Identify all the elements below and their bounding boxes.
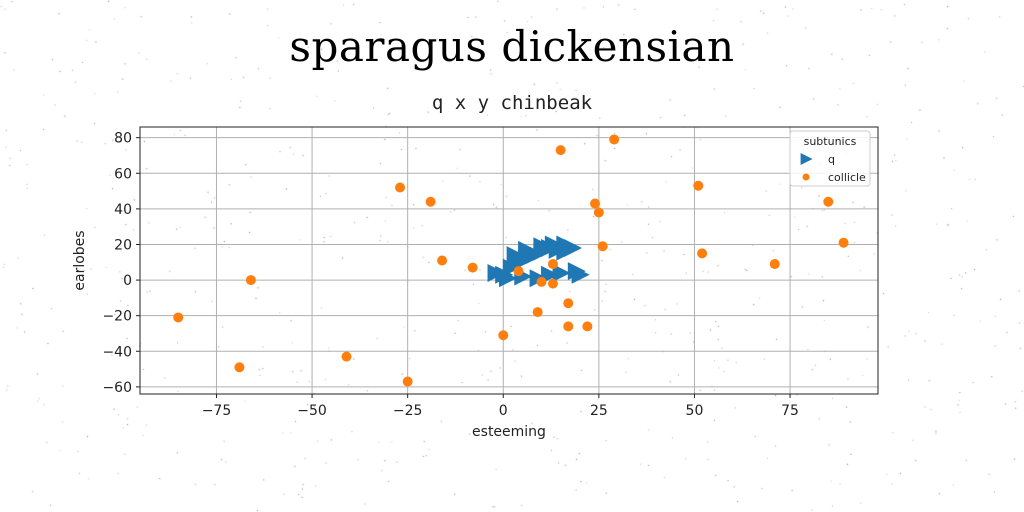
- q-point: [567, 262, 586, 281]
- y-tick-label: −20: [102, 309, 132, 325]
- collicle-point: [395, 182, 406, 193]
- collicle-point: [234, 362, 245, 373]
- axes-frame: [139, 126, 879, 395]
- y-tick-label: −60: [102, 380, 132, 396]
- y-tick-label: 0: [123, 273, 132, 289]
- x-tick-label: 25: [590, 403, 608, 419]
- collicle-point: [582, 321, 593, 332]
- collicle-point: [563, 298, 574, 309]
- collicle-point: [823, 196, 834, 207]
- x-tick-label: −50: [297, 403, 327, 419]
- legend-collicle-label: collicle: [828, 171, 866, 184]
- collicle-point: [513, 266, 524, 277]
- y-tick-label: 40: [114, 202, 132, 218]
- collicle-point: [536, 276, 547, 287]
- data-points: [173, 134, 849, 387]
- collicle-point: [838, 237, 849, 248]
- q-point: [506, 246, 525, 265]
- collicle-point: [547, 278, 558, 289]
- legend-q-label: q: [828, 153, 835, 166]
- legend-box: [789, 130, 871, 187]
- legend-collicle-marker: [802, 173, 810, 181]
- q-point: [533, 237, 552, 256]
- collicle-point: [402, 376, 413, 387]
- x-tick-label: 75: [781, 403, 799, 419]
- collicle-point: [693, 180, 704, 191]
- collicle-point: [341, 351, 352, 362]
- collicle-point: [532, 307, 543, 318]
- collicle-point: [563, 321, 574, 332]
- legend: subtunics q collicle: [789, 130, 871, 187]
- collicle-point: [597, 241, 608, 252]
- x-tick-label: 50: [686, 403, 704, 419]
- q-point: [544, 235, 563, 254]
- collicle-point: [498, 330, 509, 341]
- collicle-point: [697, 248, 708, 259]
- q-point: [552, 263, 571, 282]
- figure-suptitle: sparagus dickensian: [289, 22, 735, 71]
- collicle-point: [425, 196, 436, 207]
- collicle-point: [593, 207, 604, 218]
- x-axis-label: esteeming: [472, 424, 546, 440]
- q-point: [498, 269, 517, 288]
- y-tick-label: 20: [114, 237, 132, 253]
- q-point: [518, 240, 537, 259]
- axis-ticks: −75 −50 −25 0 25 50 75 −60 −40 −20 0 20 40 60 80: [102, 131, 799, 419]
- y-tick-label: 60: [114, 166, 132, 182]
- legend-q-marker: [800, 153, 813, 165]
- y-tick-label: −40: [102, 344, 132, 360]
- collicle-point: [173, 312, 184, 323]
- collicle-point: [245, 275, 256, 286]
- collicle-point: [467, 262, 478, 273]
- collicle-point: [769, 259, 780, 270]
- collicle-point: [555, 145, 566, 156]
- collicle-point: [547, 259, 558, 270]
- y-tick-label: 80: [114, 131, 132, 147]
- q-point: [563, 239, 582, 258]
- x-tick-label: −75: [202, 403, 232, 419]
- x-tick-label: −25: [393, 403, 423, 419]
- chart-title: q x y chinbeak: [431, 92, 593, 114]
- collicle-point: [437, 255, 448, 266]
- collicle-point: [590, 198, 601, 209]
- y-axis-label: earlobes: [72, 230, 88, 290]
- legend-title: subtunics: [804, 135, 857, 148]
- x-tick-label: 0: [499, 403, 508, 419]
- collicle-point: [609, 134, 620, 145]
